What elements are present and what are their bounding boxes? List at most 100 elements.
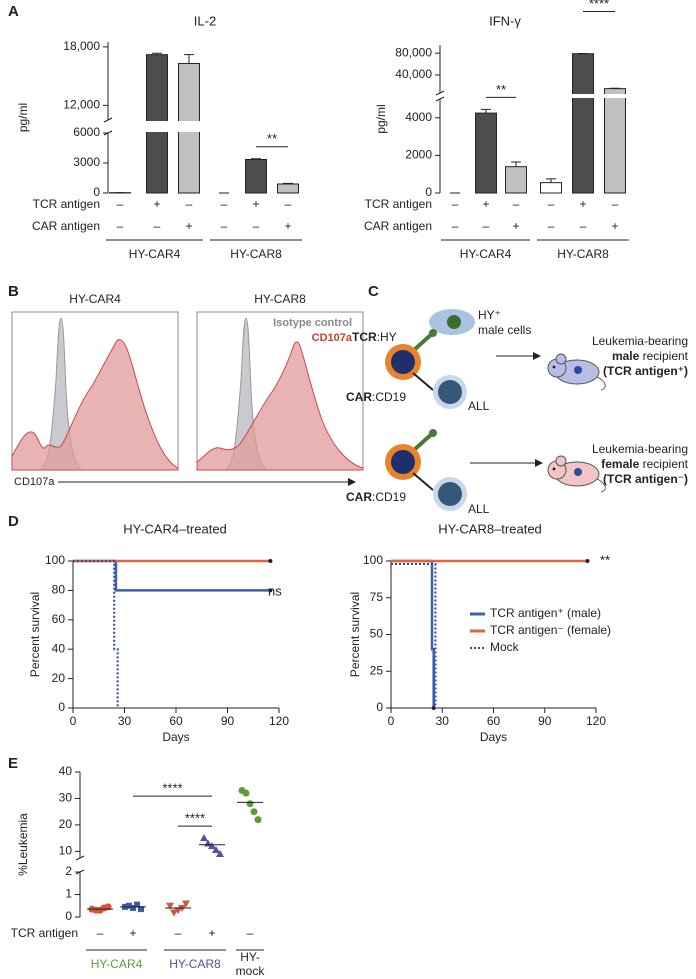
condition-sign: +	[252, 197, 259, 211]
x-axis-label: Days	[162, 730, 189, 744]
condition-sign: –	[548, 197, 555, 211]
error-bar	[511, 161, 521, 167]
data-point	[170, 909, 178, 917]
data-point	[166, 902, 174, 910]
condition-sign: –	[253, 219, 260, 233]
x-tick-label: 90	[221, 714, 235, 728]
data-point	[126, 902, 132, 909]
y-tick-label: 0	[93, 185, 100, 199]
y-tick-label: 6000	[73, 125, 100, 139]
y-tick-label: 80	[52, 583, 66, 597]
recipient-label: Leukemia-bearing	[592, 334, 688, 348]
bar	[572, 53, 594, 194]
axis-break	[103, 117, 113, 123]
group-label: HY-CAR8	[169, 957, 221, 971]
y-axis-label: Percent survival	[348, 592, 362, 677]
data-point	[208, 842, 216, 850]
diagram-label: male cells	[478, 323, 531, 337]
diagram-label: ALL	[468, 502, 490, 516]
histogram-left	[11, 317, 179, 471]
condition-sign: –	[548, 219, 555, 233]
condition-label: CAR antigen	[32, 219, 100, 233]
car	[412, 472, 434, 491]
significance-label: ****	[589, 0, 609, 11]
group-label: HY-CAR4	[460, 247, 512, 261]
legend-label: TCR antigen⁻ (female)	[490, 623, 611, 637]
significance-label: ****	[162, 781, 182, 796]
y-axis-label: pg/ml	[374, 104, 388, 133]
all-nucleus	[438, 482, 462, 506]
y-tick-label: 2000	[405, 148, 432, 162]
x-tick-label: 60	[169, 714, 183, 728]
y-axis-label: %Leukemia	[16, 813, 30, 876]
histogram-right	[196, 317, 364, 471]
y-axis-label: pg/ml	[16, 103, 30, 132]
y-tick-label: 80,000	[395, 45, 432, 59]
x-tick-label: 30	[118, 714, 132, 728]
condition-sign: +	[611, 219, 618, 233]
error-bar	[251, 158, 261, 160]
tcr-head	[429, 329, 437, 337]
condition-sign: +	[579, 197, 586, 211]
x-axis-label: Days	[480, 730, 507, 744]
condition-sign: –	[452, 197, 459, 211]
male-mouse	[547, 353, 606, 391]
group-label: HY-	[240, 950, 260, 964]
chart-title: HY-CAR4–treated	[123, 521, 227, 536]
condition-sign: –	[221, 197, 228, 211]
y-tick-label: 50	[370, 627, 384, 641]
x-tick-label: 0	[388, 714, 395, 728]
car	[412, 372, 434, 391]
condition-sign: –	[175, 926, 182, 940]
recipient-label: (TCR antigen⁻)	[603, 472, 688, 486]
condition-sign: –	[97, 926, 104, 940]
annotation: **	[600, 552, 610, 567]
diagram-panel: TCR:HY HY⁺ male cells CAR:CD19 ALL Leuke…	[346, 308, 689, 516]
condition-sign: –	[221, 219, 228, 233]
data-point	[174, 907, 182, 915]
diagram-label: CAR:CD19	[346, 390, 406, 404]
x-tick-label: 120	[269, 714, 289, 728]
flow-title: HY-CAR8	[254, 292, 306, 306]
condition-label: TCR antigen	[11, 926, 78, 940]
error-bar	[546, 178, 556, 183]
error-bar	[481, 108, 491, 114]
group-label: HY-CAR8	[230, 247, 282, 261]
bar	[475, 112, 497, 194]
recipient-label: female recipient	[601, 457, 688, 471]
error-bar	[184, 54, 194, 64]
condition-sign: +	[185, 219, 192, 233]
y-tick-label: 3000	[73, 155, 100, 169]
y-tick-label: 4000	[405, 110, 432, 124]
flow-legend: CD107a	[312, 332, 353, 344]
panel-label: B	[8, 283, 19, 300]
axis-break	[435, 96, 445, 102]
y-tick-label: 20	[59, 817, 73, 831]
bar	[604, 88, 626, 194]
y-tick-label: 18,000	[63, 39, 100, 53]
condition-sign: –	[117, 219, 124, 233]
diagram-label: CAR:CD19	[346, 490, 406, 504]
x-tick-label: 0	[70, 714, 77, 728]
condition-sign: +	[482, 197, 489, 211]
condition-sign: +	[284, 219, 291, 233]
y-tick-label: 1	[65, 887, 72, 901]
group-label: HY-CAR4	[91, 957, 143, 971]
data-point	[254, 816, 262, 824]
condition-sign: –	[154, 219, 161, 233]
x-tick-label: 120	[586, 714, 606, 728]
bar	[540, 182, 562, 194]
x-tick-label: 30	[436, 714, 450, 728]
error-bar	[152, 52, 162, 55]
y-tick-label: 2	[65, 864, 72, 878]
flow-x-label: CD107a	[14, 476, 55, 488]
all-nucleus	[438, 380, 462, 404]
recipient-label: (TCR antigen⁺)	[603, 364, 688, 378]
y-tick-label: 25	[370, 663, 384, 677]
data-point	[246, 800, 254, 808]
data-point	[138, 906, 144, 913]
x-tick-label: 60	[487, 714, 501, 728]
data-point	[250, 808, 258, 816]
condition-sign: +	[512, 219, 519, 233]
panel-label: D	[8, 513, 19, 530]
